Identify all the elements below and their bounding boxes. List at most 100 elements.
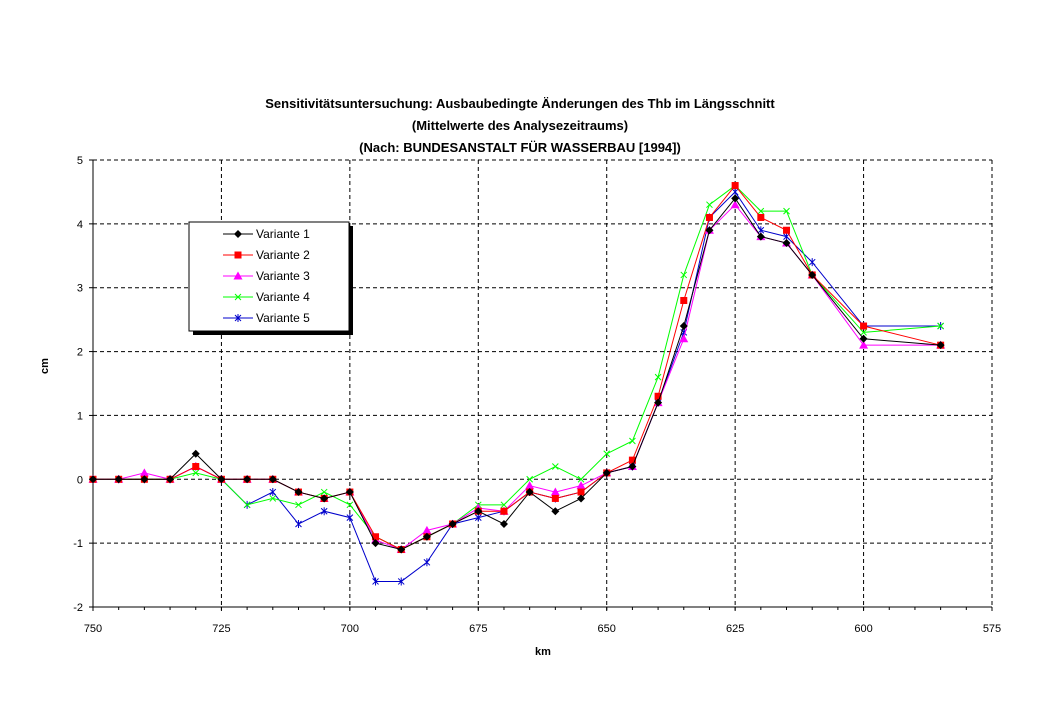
y-tick-label: 1 (77, 410, 83, 422)
data-point (577, 494, 586, 503)
data-point (859, 340, 869, 349)
data-point (808, 270, 817, 279)
data-point (320, 488, 328, 496)
data-point (474, 507, 483, 516)
data-point (423, 558, 431, 567)
data-point (551, 463, 559, 470)
chart-title-line-1: Sensitivitätsuntersuchung: Ausbaubedingt… (265, 96, 775, 111)
data-point (525, 481, 535, 490)
legend-entry: Variante 3 (223, 269, 310, 283)
data-point (448, 519, 457, 528)
data-point (859, 334, 868, 343)
x-tick-label: 625 (726, 623, 744, 635)
legend-label: Variante 2 (256, 248, 310, 262)
data-point (269, 488, 277, 497)
data-point (654, 392, 662, 400)
legend: Variante 1 Variante 2 Variante 3 Variante 4… (188, 221, 353, 335)
data-point (654, 398, 663, 407)
data-point (629, 437, 636, 445)
data-point (217, 475, 226, 484)
data-point (705, 226, 714, 235)
data-point (783, 207, 790, 215)
y-tick-label: 3 (77, 283, 83, 295)
data-point (269, 495, 277, 502)
data-point (628, 462, 637, 471)
data-point (89, 475, 97, 484)
data-point (422, 525, 432, 534)
data-point (140, 475, 149, 484)
data-point (295, 519, 302, 528)
legend-box (188, 221, 350, 332)
y-tick-label: 4 (77, 219, 83, 231)
data-point (243, 501, 251, 509)
legend-label: Variante 1 (256, 227, 310, 241)
data-point (603, 450, 611, 458)
data-point (730, 200, 740, 209)
data-point (937, 322, 944, 330)
data-point (320, 507, 328, 516)
data-point (422, 532, 431, 541)
x-tick-label: 675 (469, 623, 487, 635)
data-point (602, 468, 611, 477)
data-point (397, 545, 406, 554)
data-point (757, 213, 765, 221)
x-axis-label: km (535, 646, 551, 658)
data-point (756, 232, 765, 241)
data-point (320, 494, 329, 503)
data-point (345, 488, 354, 497)
data-point (576, 481, 586, 490)
data-point (783, 226, 791, 234)
data-point (139, 468, 149, 477)
data-point (679, 322, 688, 331)
data-point (500, 507, 508, 515)
data-point (705, 213, 713, 221)
data-point (731, 194, 740, 203)
data-point (372, 577, 379, 586)
legend-label: Variante 5 (256, 311, 310, 325)
data-point (499, 519, 508, 528)
data-point (243, 475, 252, 484)
data-point (295, 501, 302, 509)
data-point (551, 507, 560, 516)
data-point (679, 334, 689, 343)
data-point (860, 322, 868, 330)
y-tick-label: -1 (73, 538, 83, 550)
data-point (628, 456, 636, 464)
legend-entry: Variante 2 (223, 248, 310, 262)
data-point (731, 182, 739, 190)
chart-title-line-2: (Mittelwerte des Analysezeitraums) (412, 118, 628, 133)
data-point (371, 539, 380, 548)
legend-marker-icon (234, 230, 242, 238)
x-tick-label: 575 (983, 623, 1001, 635)
legend-marker-icon (233, 271, 243, 280)
data-point (397, 577, 405, 586)
data-point (346, 513, 354, 522)
x-tick-label: 600 (854, 623, 872, 635)
legend-entry: Variante 4 (223, 290, 310, 304)
x-tick-label: 750 (84, 623, 102, 635)
legend-marker-icon (234, 251, 242, 259)
legend-marker-icon (234, 314, 242, 322)
data-point (192, 469, 200, 477)
x-tick-label: 700 (341, 623, 359, 635)
data-point (525, 488, 534, 497)
data-point (680, 271, 688, 279)
data-point (782, 239, 791, 248)
data-point (500, 501, 508, 509)
data-point (936, 341, 945, 350)
data-point (346, 501, 354, 509)
data-point (577, 475, 585, 483)
data-point (860, 329, 867, 336)
data-point (192, 463, 200, 471)
y-axis-label: cm (39, 358, 51, 374)
y-tick-label: -2 (73, 602, 83, 614)
data-point (706, 201, 713, 209)
data-point (654, 373, 662, 381)
data-point (294, 488, 303, 497)
x-tick-label: 650 (598, 623, 616, 635)
axes: -2 -1 0 1 2 3 4 5 750 725 700 675 650 625 600 575 (73, 155, 1001, 635)
series-group (88, 182, 946, 586)
data-point (372, 533, 380, 541)
data-point (114, 475, 123, 484)
